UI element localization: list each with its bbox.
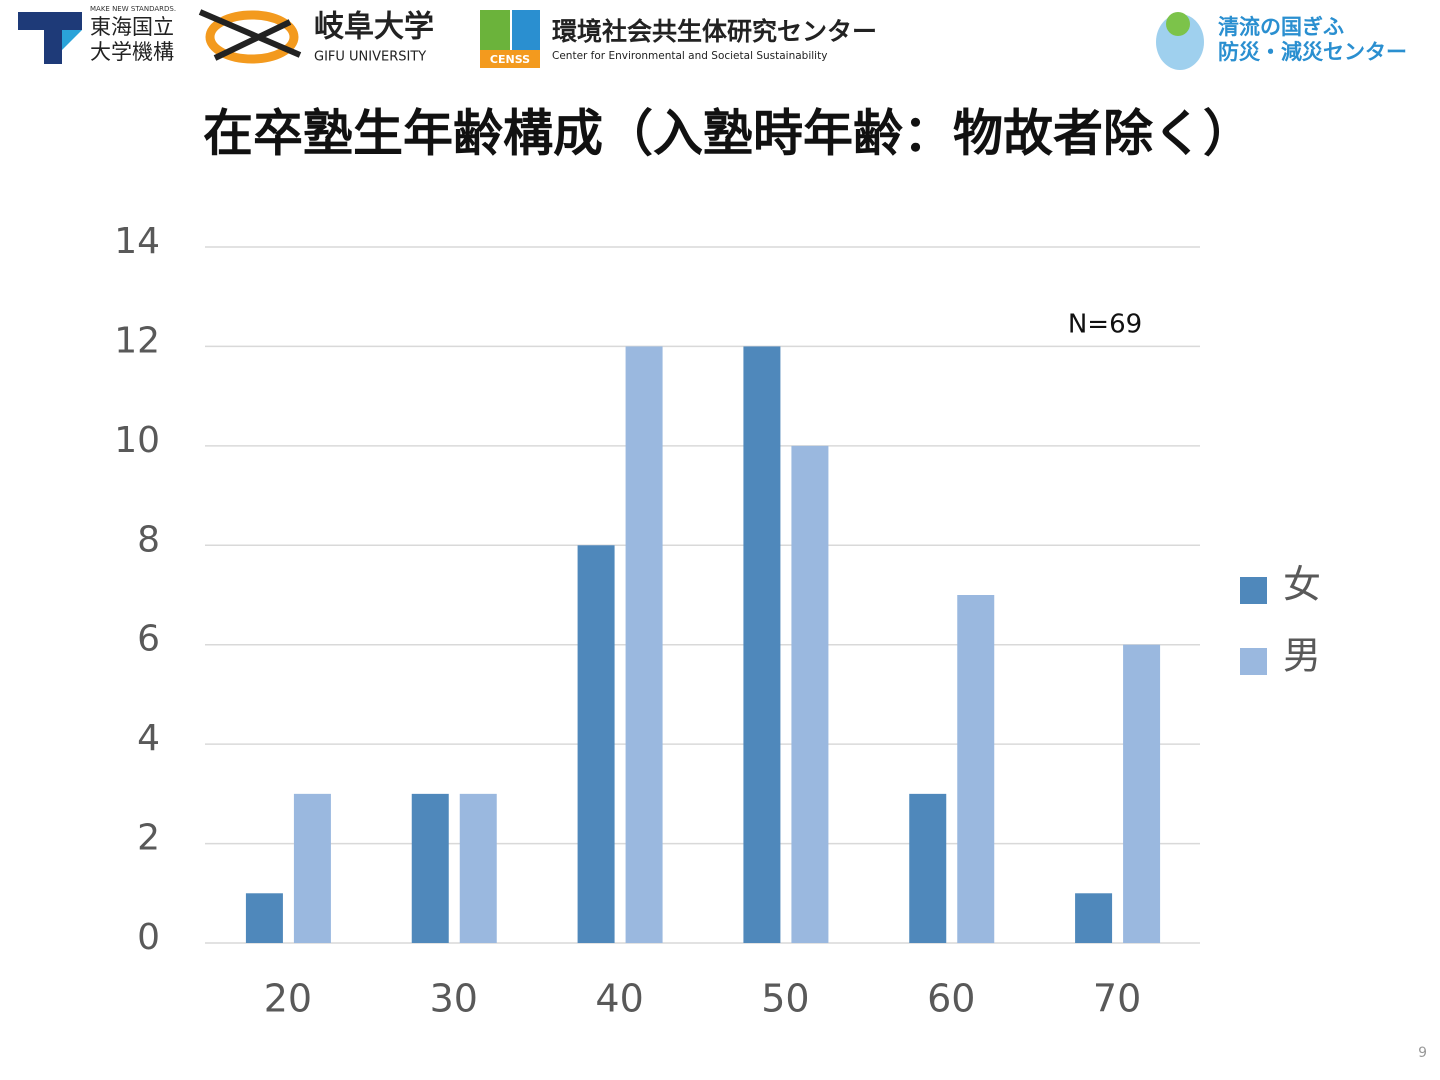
bosai-logo: 清流の国ぎふ 防災・減災センター — [1156, 12, 1407, 70]
tokai-mark — [18, 12, 82, 64]
gifu-name-en: GIFU UNIVERSITY — [314, 50, 426, 65]
x-tick-label: 60 — [927, 977, 975, 1021]
censs-block — [512, 10, 540, 55]
bar — [459, 793, 497, 943]
plot: 0 2 4 6 8 10 12 14 20 30 40 50 60 70 女男 — [114, 221, 1321, 1021]
y-tick-label: 12 — [114, 320, 160, 361]
tokai-tagline: MAKE NEW STANDARDS. — [90, 5, 176, 13]
bar — [957, 595, 995, 943]
tokai-name: 大学機構 — [90, 40, 174, 64]
y-tick-label: 0 — [137, 917, 160, 958]
gifu-swoosh — [205, 10, 299, 64]
chart-title: 在卒塾生年齢構成（入塾時年齢：物故者除く） — [203, 105, 1253, 163]
gifu-cross — [198, 9, 302, 61]
tokai-logo: MAKE NEW STANDARDS. 東海国立 大学機構 — [18, 5, 176, 64]
bosai-name: 清流の国ぎふ — [1218, 15, 1344, 39]
mascot-head — [1166, 12, 1190, 36]
bar — [791, 445, 829, 943]
bar — [577, 545, 615, 943]
bar — [1075, 893, 1113, 943]
legend-label: 男 — [1283, 634, 1321, 678]
censs-badge: CENSS — [490, 53, 530, 66]
tokai-accent — [62, 30, 82, 50]
gifu-name: 岐阜大学 — [314, 10, 434, 45]
x-tick-label: 30 — [430, 977, 478, 1021]
legend-swatch — [1240, 577, 1267, 604]
legend-label: 女 — [1283, 563, 1321, 607]
y-tick-label: 10 — [114, 420, 160, 461]
x-tick-label: 50 — [761, 977, 809, 1021]
censs-name-en: Center for Environmental and Societal Su… — [552, 50, 827, 62]
bar — [909, 793, 947, 943]
censs-name: 環境社会共生体研究センター — [552, 17, 877, 46]
y-tick-label: 14 — [114, 221, 160, 262]
bar — [625, 346, 663, 943]
bar — [743, 346, 781, 943]
censs-block — [480, 10, 510, 55]
censs-logo: CENSS 環境社会共生体研究センター Center for Environme… — [480, 10, 877, 68]
x-tick-label: 40 — [595, 977, 643, 1021]
bar — [293, 793, 331, 943]
y-tick-label: 8 — [137, 519, 160, 560]
bar — [245, 893, 283, 943]
y-tick-label: 4 — [137, 718, 160, 759]
x-tick-label: 70 — [1093, 977, 1141, 1021]
bar — [1123, 644, 1161, 943]
x-tick-label: 20 — [264, 977, 312, 1021]
gifu-logo: 岐阜大学 GIFU UNIVERSITY — [198, 9, 434, 65]
bar — [411, 793, 449, 943]
page-number: 9 — [1418, 1045, 1427, 1061]
legend-swatch — [1240, 648, 1267, 675]
annotation: N=69 — [1068, 310, 1142, 340]
y-tick-label: 6 — [137, 619, 160, 660]
bosai-name: 防災・減災センター — [1218, 40, 1407, 64]
tokai-name: 東海国立 — [90, 15, 174, 39]
censs-badge-bg — [480, 50, 540, 68]
y-tick-label: 2 — [137, 818, 160, 859]
